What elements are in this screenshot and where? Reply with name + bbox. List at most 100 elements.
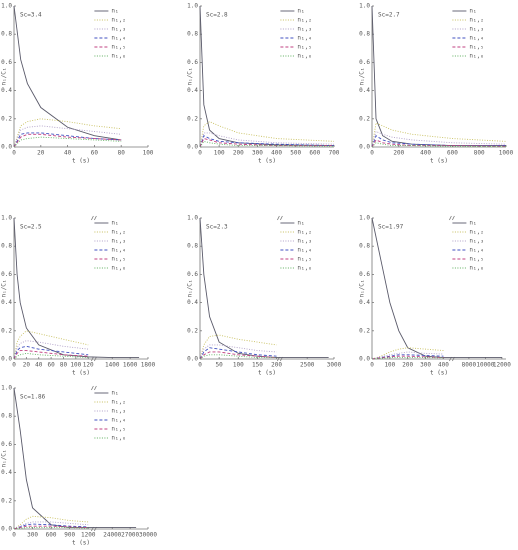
y-tick-label: 0.8 <box>359 31 370 38</box>
x-tick-label: 30000 <box>139 532 157 539</box>
legend-label: n₁,₅ <box>469 44 483 51</box>
series-line <box>199 217 329 359</box>
y-tick-label: 1.0 <box>1 215 12 222</box>
x-tick-label: 200 <box>402 362 413 369</box>
x-tick-label: 1600 <box>123 362 138 369</box>
series-line <box>371 122 507 148</box>
legend-label: n₁,₆ <box>111 53 125 60</box>
x-tick-label: 0 <box>198 362 202 369</box>
x-tick-label: 12000 <box>493 362 511 369</box>
x-tick-label: 600 <box>46 532 57 539</box>
x-axis-label: t (s) <box>72 370 90 377</box>
y-tick-label: 0.4 <box>1 299 12 306</box>
legend-label: n₁,₄ <box>111 35 125 42</box>
x-tick-label: 0 <box>370 362 374 369</box>
legend-label: n₁,₂ <box>469 17 483 24</box>
y-tick-label: 0.2 <box>1 115 12 122</box>
x-axis-label: t (s) <box>258 158 276 165</box>
legend-label: n₁,₅ <box>469 256 483 263</box>
legend-label: n₁,₂ <box>297 229 311 236</box>
series-line <box>13 515 89 530</box>
legend-label: n₁,₆ <box>111 265 125 272</box>
legend-label: n₁,₆ <box>297 265 311 272</box>
x-axis-label: t (s) <box>72 158 90 165</box>
series-line <box>13 525 89 530</box>
legend-label: n₁,₃ <box>111 238 125 245</box>
x-tick-label: 60 <box>47 362 55 369</box>
y-tick-label: 0.4 <box>187 299 198 306</box>
x-tick-label: 700 <box>329 150 340 157</box>
y-tick-label: 0.4 <box>359 299 370 306</box>
legend-label: n₁ <box>469 8 476 15</box>
x-tick-label: 1400 <box>105 362 120 369</box>
series-line <box>199 5 335 147</box>
y-axis-label: nᵢ/C₁ <box>1 279 8 297</box>
legend-label: n₁,₅ <box>297 256 311 263</box>
y-tick-label: 0.2 <box>1 327 12 334</box>
x-axis-label: t (s) <box>430 370 448 377</box>
y-axis-label: nᵢ/C₁ <box>359 279 366 297</box>
legend-label: n₁,₄ <box>111 417 125 424</box>
series-line <box>13 345 89 360</box>
y-tick-label: 0.2 <box>187 115 198 122</box>
x-tick-label: 0 <box>12 362 16 369</box>
y-tick-label: 0.0 <box>1 144 12 151</box>
x-tick-label: 100 <box>143 150 154 157</box>
legend-label: n₁ <box>297 220 304 227</box>
axis-break <box>449 215 452 221</box>
legend-label: n₁,₅ <box>111 44 125 51</box>
x-axis-label: t (s) <box>72 540 90 547</box>
y-tick-label: 0.0 <box>359 356 370 363</box>
x-tick-label: 1800 <box>141 362 156 369</box>
legend-label: n₁,₃ <box>297 238 311 245</box>
legend-label: n₁,₃ <box>297 26 311 33</box>
series-line <box>13 350 89 360</box>
x-tick-label: 150 <box>252 362 263 369</box>
x-tick-label: 800 <box>474 150 485 157</box>
series-line <box>13 133 122 148</box>
axis-break <box>91 215 94 221</box>
x-tick-label: 1000 <box>499 150 514 157</box>
y-tick-label: 1.0 <box>1 3 12 10</box>
series-line <box>13 523 89 530</box>
x-tick-label: 400 <box>438 362 449 369</box>
x-tick-label: 20 <box>37 150 45 157</box>
legend-label: n₁ <box>469 220 476 227</box>
series-line <box>199 135 335 148</box>
series-line <box>199 344 277 360</box>
x-tick-label: 20 <box>23 362 31 369</box>
series-line <box>371 139 507 148</box>
x-tick-label: 100 <box>384 362 395 369</box>
x-tick-label: 40 <box>35 362 43 369</box>
y-tick-label: 0.0 <box>359 144 370 151</box>
x-tick-label: 60 <box>91 150 99 157</box>
series-line <box>199 334 277 360</box>
x-tick-label: 100 <box>70 362 81 369</box>
series-line <box>199 351 277 360</box>
x-tick-label: 400 <box>271 150 282 157</box>
axis-break <box>280 215 283 221</box>
x-tick-label: 0 <box>370 150 374 157</box>
y-tick-label: 0.6 <box>187 59 198 66</box>
y-axis-label: nᵢ/C₁ <box>1 67 8 85</box>
y-tick-label: 0.4 <box>359 87 370 94</box>
y-tick-label: 0.2 <box>359 115 370 122</box>
series-line <box>371 5 506 147</box>
x-tick-label: 100 <box>233 362 244 369</box>
x-axis-label: t (s) <box>430 158 448 165</box>
y-tick-label: 0.8 <box>1 413 12 420</box>
legend-label: n₁ <box>111 8 118 15</box>
legend-label: n₁,₃ <box>111 408 125 415</box>
x-tick-label: 900 <box>64 532 75 539</box>
legend-label: n₁,₅ <box>111 426 125 433</box>
series-line <box>13 125 122 148</box>
panel-title: Sc=1.86 <box>20 394 46 401</box>
series-line <box>13 118 122 148</box>
y-tick-label: 0.8 <box>1 31 12 38</box>
x-tick-label: 300 <box>420 362 431 369</box>
y-axis-label: nᵢ/C₁ <box>187 67 194 85</box>
legend-label: n₁,₆ <box>297 53 311 60</box>
x-tick-label: 120 <box>83 362 94 369</box>
x-tick-label: 200 <box>393 150 404 157</box>
